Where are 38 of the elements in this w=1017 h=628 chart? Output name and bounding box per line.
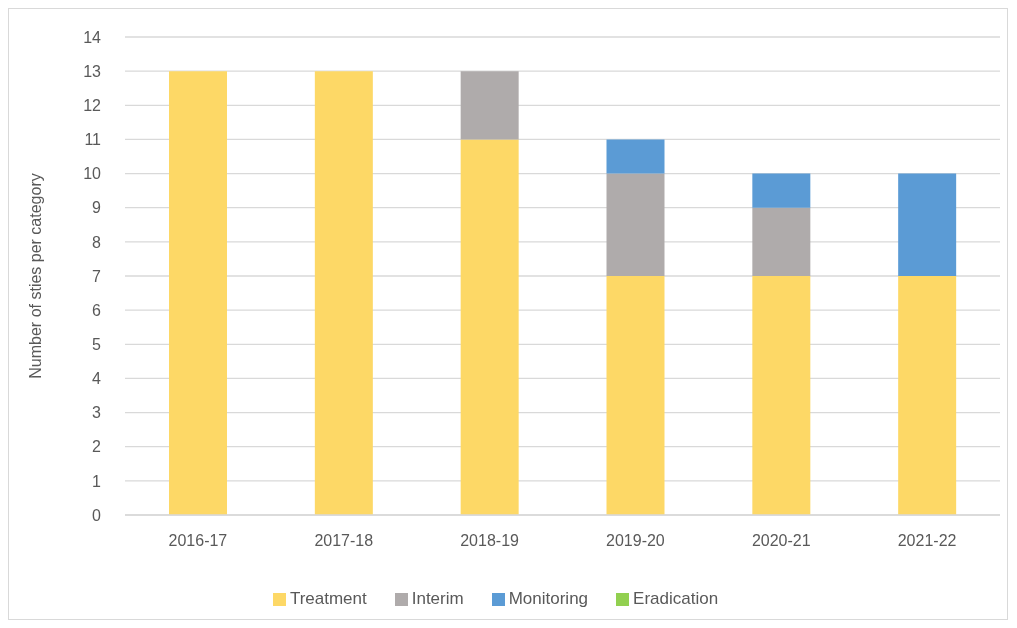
y-tick-label: 3 <box>92 404 102 422</box>
y-tick-label: 13 <box>83 62 102 80</box>
y-tick-label: 6 <box>92 301 102 319</box>
y-tick-label: 1 <box>92 472 102 490</box>
y-tick-label: 2 <box>92 438 102 456</box>
y-tick-label: 4 <box>92 370 102 388</box>
y-tick-label: 12 <box>83 96 102 114</box>
legend-label: Monitoring <box>508 589 589 608</box>
bar <box>752 173 811 208</box>
y-tick-label: 9 <box>92 199 102 217</box>
legend-label: Interim <box>411 589 464 608</box>
bar <box>898 276 957 515</box>
x-tick-label: 2019-20 <box>606 532 665 550</box>
y-tick-label: 8 <box>92 233 102 251</box>
x-tick-label: 2016-17 <box>168 532 228 550</box>
y-tick-label: 0 <box>92 506 102 524</box>
y-tick-label: 14 <box>83 28 102 46</box>
y-axis-title: Number of sties per category <box>26 173 44 379</box>
legend-label: Eradication <box>633 589 719 608</box>
bar <box>169 71 227 515</box>
bar <box>898 173 957 276</box>
bar <box>314 71 373 515</box>
bar <box>752 207 811 276</box>
bar <box>460 71 519 140</box>
y-tick-label: 11 <box>84 131 102 149</box>
x-tick-label: 2018-19 <box>460 532 520 550</box>
bar <box>460 139 519 515</box>
x-tick-label: 2021-22 <box>897 532 957 550</box>
y-tick-label: 10 <box>83 165 102 183</box>
y-tick-label: 5 <box>92 335 102 353</box>
bar <box>606 139 665 174</box>
bar <box>752 276 811 515</box>
legend-label: Treatment <box>289 589 367 608</box>
bar <box>606 173 665 276</box>
bar <box>606 276 665 515</box>
x-tick-label: 2017-18 <box>314 532 374 550</box>
y-tick-label: 7 <box>92 267 102 285</box>
x-tick-label: 2020-21 <box>751 532 811 550</box>
